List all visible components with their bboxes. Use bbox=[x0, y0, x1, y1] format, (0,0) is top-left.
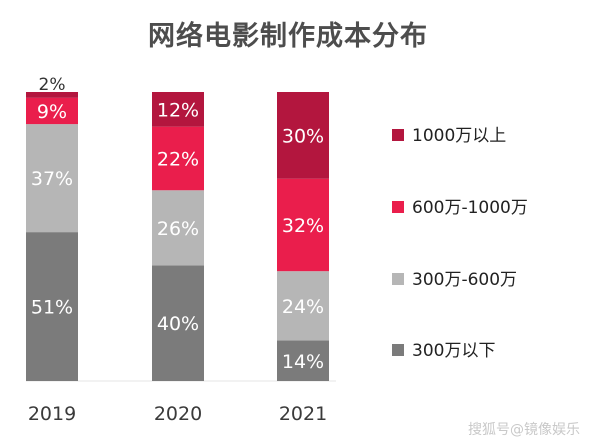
x-tick-label-2020: 2020 bbox=[154, 403, 202, 425]
bar-segment-2019-s3 bbox=[26, 92, 78, 98]
data-label-2020-s2: 22% bbox=[157, 148, 199, 170]
bar-segment-2020-s2 bbox=[152, 126, 204, 191]
bar-segment-2021-s3 bbox=[277, 92, 329, 179]
bars-layer bbox=[26, 92, 329, 381]
legend-label-3: 300万以下 bbox=[412, 341, 495, 361]
bar-segment-2021-s2 bbox=[277, 178, 329, 272]
bar-segment-2019-s0 bbox=[26, 232, 78, 381]
legend-label-1: 600万-1000万 bbox=[412, 198, 528, 218]
data-label-2020-s0: 40% bbox=[157, 313, 199, 335]
data-label-2019-s3: 2% bbox=[39, 75, 66, 95]
legend-swatch-1 bbox=[392, 201, 404, 213]
watermark: 搜狐号@镜像娱乐 bbox=[468, 422, 580, 438]
data-label-2021-s1: 24% bbox=[282, 296, 324, 318]
data-label-2021-s2: 32% bbox=[282, 215, 324, 237]
labels-layer: 51% 37% 9% 2% 40% 26% 22% 12% 14% 24% 32% 30% bbox=[31, 75, 324, 373]
data-label-2019-s2: 9% bbox=[37, 101, 67, 123]
bar-segment-2021-s0 bbox=[277, 340, 329, 381]
x-tick-label-2019: 2019 bbox=[28, 403, 76, 425]
data-label-2021-s0: 14% bbox=[282, 351, 324, 373]
data-label-2019-s1: 37% bbox=[31, 168, 73, 190]
data-label-2020-s3: 12% bbox=[157, 99, 199, 121]
data-label-2020-s1: 26% bbox=[157, 218, 199, 240]
x-tick-labels: 2019 2020 2021 bbox=[28, 403, 327, 425]
bar-segment-2019-s2 bbox=[26, 97, 78, 125]
legend-swatch-0 bbox=[392, 129, 404, 141]
legend-label-2: 300万-600万 bbox=[412, 270, 517, 290]
legend: 1000万以上 600万-1000万 300万-600万 300万以下 bbox=[392, 126, 528, 361]
bar-segment-2020-s1 bbox=[152, 190, 204, 266]
x-tick-label-2021: 2021 bbox=[279, 403, 327, 425]
bar-segment-2020-s3 bbox=[152, 92, 204, 127]
legend-swatch-2 bbox=[392, 273, 404, 285]
bar-segment-2021-s1 bbox=[277, 271, 329, 341]
legend-swatch-3 bbox=[392, 344, 404, 356]
bar-segment-2020-s0 bbox=[152, 265, 204, 381]
data-label-2021-s3: 30% bbox=[282, 125, 324, 147]
legend-label-0: 1000万以上 bbox=[412, 126, 506, 146]
chart-title: 网络电影制作成本分布 bbox=[148, 21, 428, 52]
data-label-2019-s0: 51% bbox=[31, 297, 73, 319]
bar-segment-2019-s1 bbox=[26, 124, 78, 233]
